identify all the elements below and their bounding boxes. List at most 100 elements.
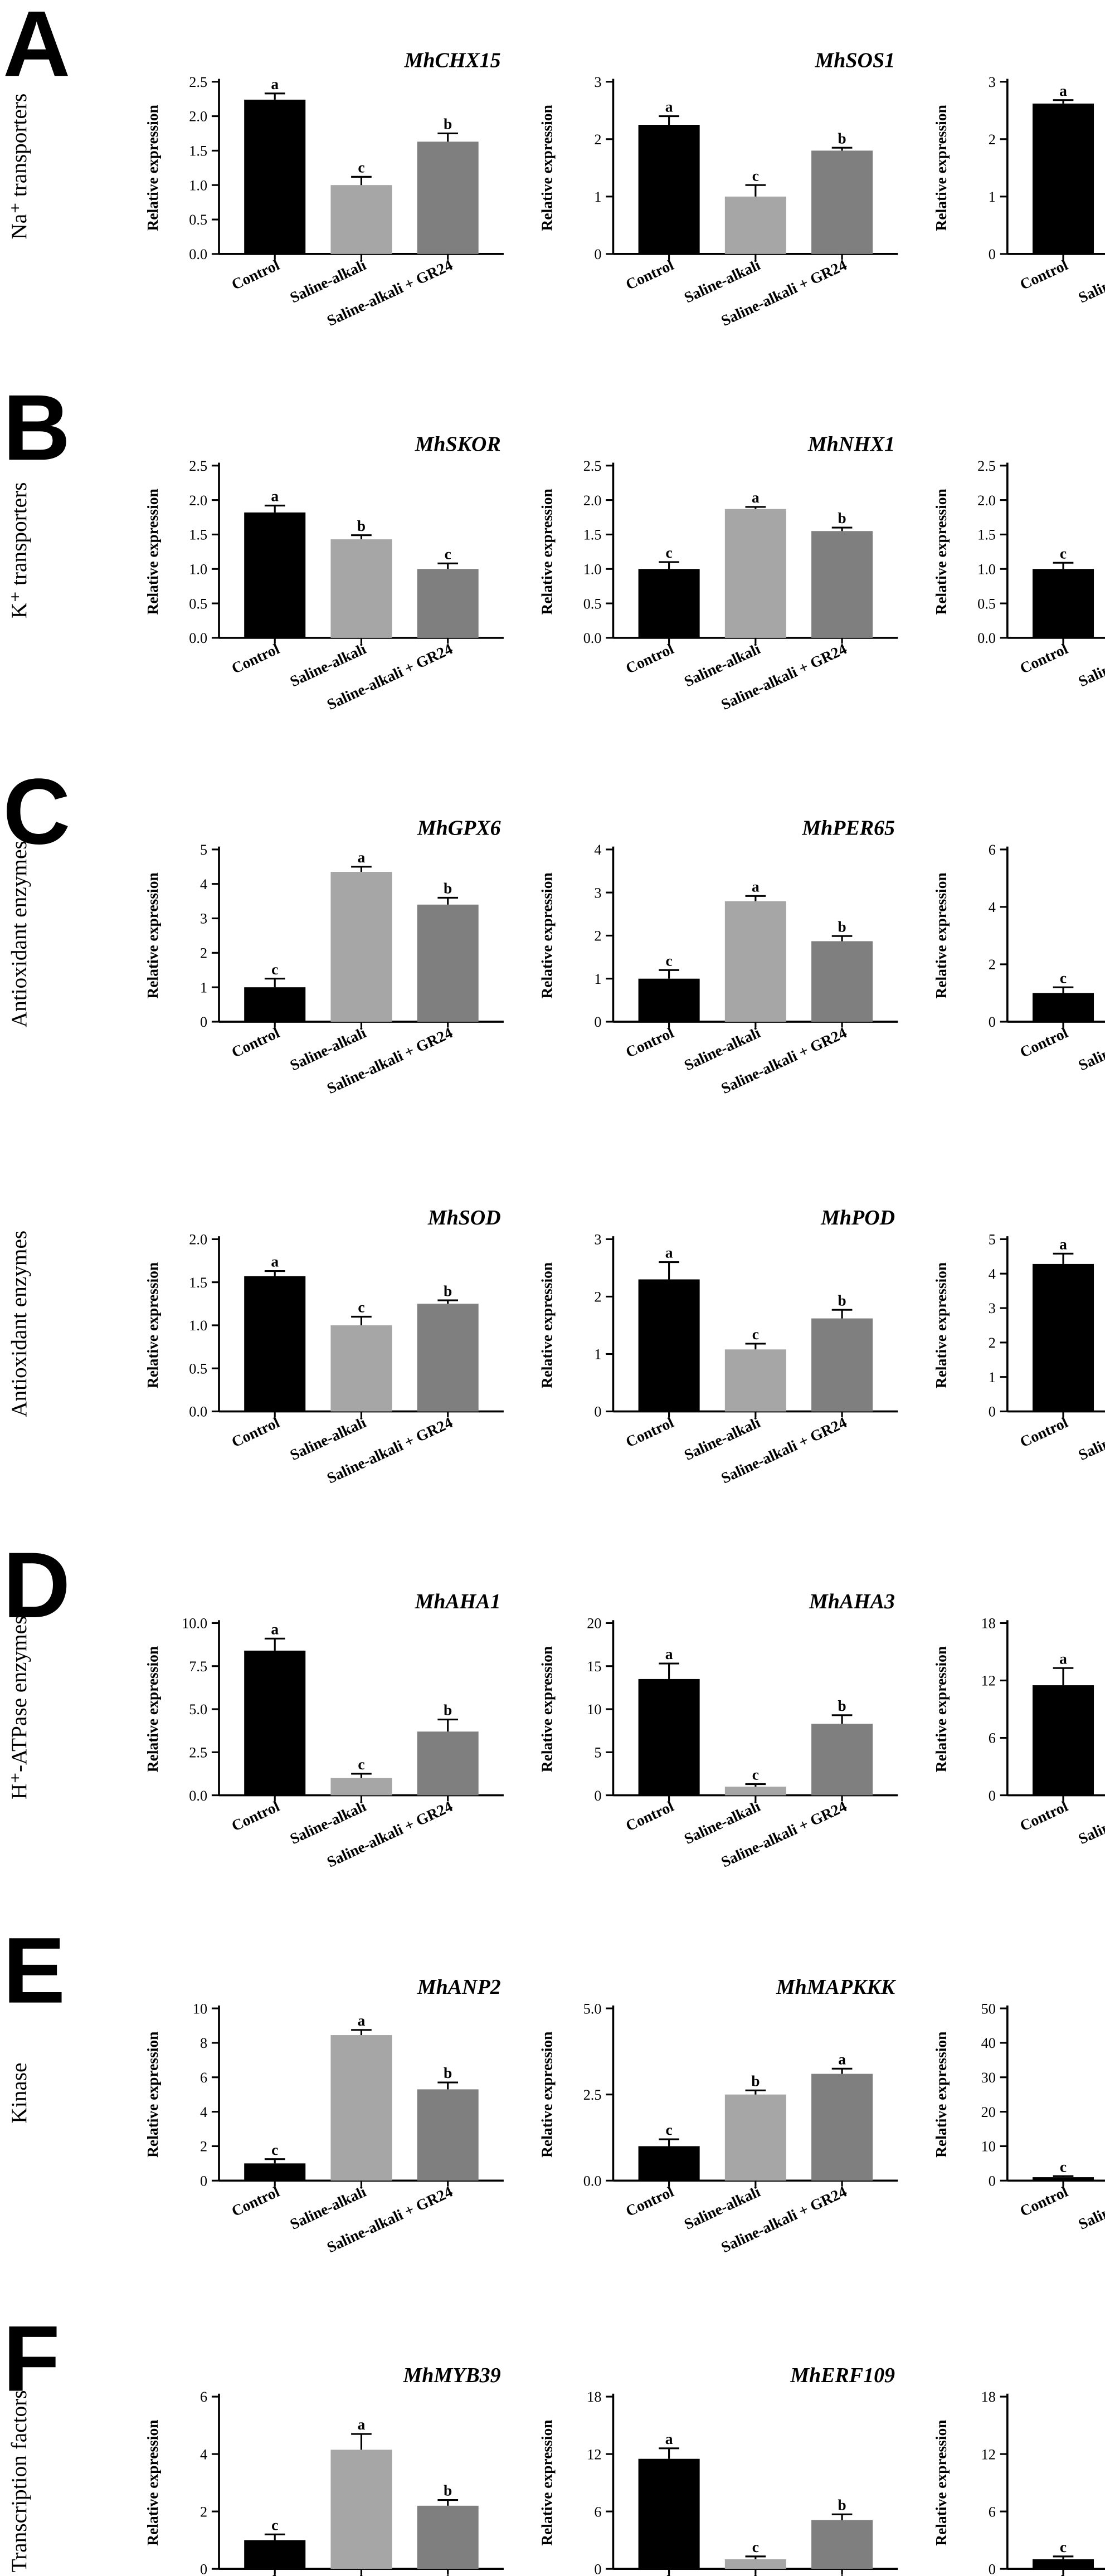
bar-saline-alkali — [330, 2450, 392, 2569]
significance-letter: a — [271, 1253, 279, 1270]
y-axis-label: Relative expression — [538, 489, 555, 614]
y-tick-label: 1 — [989, 189, 996, 205]
x-tick-label: Saline-alkali — [287, 2571, 368, 2576]
y-tick-label: 2.5 — [583, 2087, 602, 2103]
chart-title: MhSOS1 — [815, 49, 895, 72]
y-tick-label: 2.5 — [583, 458, 602, 474]
y-tick-label: 0 — [989, 2561, 996, 2576]
y-tick-label: 5 — [200, 842, 207, 858]
significance-letter: c — [271, 2141, 278, 2158]
y-tick-label: 2.0 — [189, 109, 207, 125]
x-tick-label: Control — [228, 2183, 282, 2220]
bar-saline-alkali-gr24 — [811, 1724, 873, 1796]
y-tick-label: 2.5 — [189, 74, 207, 90]
y-tick-label: 4 — [200, 2446, 207, 2462]
y-tick-label: 2.0 — [189, 1232, 207, 1248]
y-tick-label: 3 — [594, 1232, 601, 1248]
chart-title: MhSKOR — [415, 433, 501, 456]
y-axis-label: Relative expression — [144, 872, 161, 998]
y-axis-label: Relative expression — [932, 1262, 950, 1388]
bar-control — [1032, 569, 1094, 638]
y-tick-label: 1.0 — [977, 561, 996, 577]
y-tick-label: 0 — [594, 2561, 601, 2576]
y-axis-label: Relative expression — [932, 872, 950, 998]
significance-letter: a — [665, 2430, 673, 2447]
y-tick-label: 10.0 — [182, 1616, 207, 1632]
bar-control — [244, 1276, 306, 1412]
row-label: Na⁺ transporters — [7, 94, 31, 240]
y-tick-label: 2.5 — [189, 1744, 207, 1760]
bar-saline-alkali — [330, 185, 392, 254]
chart-title: MhAHA3 — [809, 1590, 895, 1613]
bar-control — [638, 125, 700, 254]
y-tick-label: 0 — [200, 1014, 207, 1030]
y-tick-label: 2.5 — [189, 458, 207, 474]
x-tick-label: Control — [623, 256, 676, 293]
y-tick-label: 6 — [594, 2504, 601, 2520]
significance-letter: b — [444, 2064, 452, 2081]
y-tick-label: 2.0 — [583, 492, 602, 509]
significance-letter: c — [752, 1325, 759, 1343]
significance-letter: a — [358, 2012, 366, 2029]
bar-control — [1032, 2177, 1094, 2181]
y-tick-label: 50 — [981, 2001, 996, 2017]
x-tick-label: Saline-alkali — [1075, 1413, 1105, 1463]
y-tick-label: 2 — [200, 2139, 207, 2155]
bar-saline-alkali — [330, 2035, 392, 2181]
x-tick-label: Saline-alkali — [1075, 1023, 1105, 1074]
y-tick-label: 0.5 — [189, 1360, 207, 1377]
x-tick-label: Saline-alkali — [1075, 640, 1105, 690]
bar-control — [1032, 2559, 1094, 2569]
significance-letter: b — [751, 2072, 760, 2089]
x-tick-label: Saline-alkali — [1075, 2571, 1105, 2576]
bar-control — [1032, 103, 1094, 254]
bar-control — [638, 978, 700, 1022]
y-tick-label: 6 — [989, 1730, 996, 1746]
y-tick-label: 1.0 — [189, 561, 207, 577]
y-tick-label: 1 — [989, 1369, 996, 1385]
y-tick-label: 4 — [594, 842, 601, 858]
y-tick-label: 1 — [594, 1346, 601, 1363]
y-axis-label: Relative expression — [538, 1262, 555, 1388]
y-tick-label: 0 — [200, 2173, 207, 2189]
significance-letter: c — [1060, 2158, 1067, 2175]
x-tick-label: Control — [623, 2183, 676, 2220]
x-tick-label: Control — [228, 1023, 282, 1061]
chart-mhchx15: MhCHX15 Relative expression 0.0 0.5 1.0 1.5 2.… — [144, 49, 504, 329]
x-tick-label: Control — [228, 1413, 282, 1451]
row-label: H⁺-ATPase enzymes — [7, 1616, 31, 1800]
bar-saline-alkali — [724, 1787, 786, 1796]
x-tick-label: Control — [1017, 256, 1070, 293]
chart-mhpoxn1: MhpOXN1Relative expression0246cControlaS… — [932, 842, 1105, 1074]
x-tick-label: Control — [623, 2571, 676, 2576]
y-tick-label: 1.5 — [189, 143, 207, 159]
y-tick-label: 3 — [200, 911, 207, 927]
y-tick-label: 6 — [200, 2070, 207, 2086]
y-tick-label: 2.0 — [189, 492, 207, 509]
y-tick-label: 0 — [989, 1404, 996, 1420]
y-tick-label: 0.0 — [189, 630, 207, 646]
y-tick-label: 0.0 — [189, 246, 207, 262]
row-label: Antioxidant enzymes — [7, 841, 31, 1027]
y-tick-label: 30 — [981, 2070, 996, 2086]
y-tick-label: 0 — [594, 1404, 601, 1420]
y-tick-label: 2 — [594, 1289, 601, 1305]
y-tick-label: 1.0 — [189, 177, 207, 193]
y-tick-label: 10 — [587, 1701, 601, 1718]
y-tick-label: 0.5 — [189, 596, 207, 612]
y-tick-label: 1.0 — [583, 561, 602, 577]
bar-saline-alkali — [724, 196, 786, 254]
significance-letter: a — [358, 848, 366, 866]
bar-saline-alkali-gr24 — [417, 2089, 479, 2181]
panel-letter-D: D — [3, 1533, 70, 1637]
significance-letter: a — [271, 75, 279, 92]
bar-saline-alkali-gr24 — [811, 941, 873, 1022]
x-tick-label: Control — [228, 2571, 282, 2576]
significance-letter: a — [665, 1645, 673, 1662]
y-tick-label: 0 — [594, 1014, 601, 1030]
significance-letter: a — [271, 1620, 279, 1637]
y-tick-label: 40 — [981, 2035, 996, 2051]
chart-grid: MhCHX15 Relative expression 0.0 0.5 1.0 1.5 2.… — [144, 49, 1105, 2576]
y-tick-label: 6 — [989, 2504, 996, 2520]
